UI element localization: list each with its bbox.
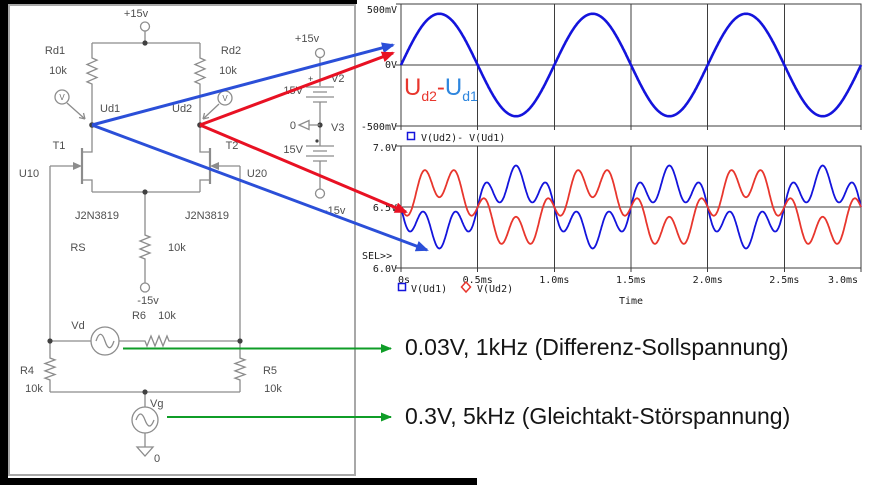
label-rd2: Rd2 <box>221 45 241 57</box>
arrow-ud1-to-bottom-plot <box>91 123 429 252</box>
x-tick-1ms: 1.0ms <box>539 275 569 286</box>
label-ud2: Ud2 <box>172 103 192 115</box>
trace-v-ud2-v-ud1- <box>399 12 863 118</box>
x-tick-1p5ms: 1.5ms <box>616 275 646 286</box>
resistor-r5 <box>233 355 247 383</box>
annotation-differential: 0.03V, 1kHz (Differenz-Sollspannung) <box>405 334 789 360</box>
arrow-ud2-to-top-plot <box>199 51 395 127</box>
x-tick-0p5ms: 0.5ms <box>463 275 493 286</box>
label-v3: V3 <box>331 122 344 134</box>
label-jfet2-model: J2N3819 <box>185 210 229 222</box>
label-r5-value: 10k <box>264 383 282 395</box>
label-r5: R5 <box>263 365 277 377</box>
schematic-frame <box>8 4 356 476</box>
y-tick-neg500mv: -500mV <box>361 122 397 133</box>
legend-vud2-label: V(Ud2) <box>477 284 513 295</box>
label-r4: R4 <box>20 365 34 377</box>
label-vd: Vd <box>71 320 84 332</box>
top-plot: 500mV 0V -500mV V(Ud2)- V(Ud1) <box>361 3 863 144</box>
legend-square-marker <box>406 131 416 141</box>
label-vg: Vg <box>150 398 163 410</box>
resistor-rd1 <box>85 55 99 87</box>
voltage-probe-ud1: V <box>54 89 86 120</box>
annotation-common-mode: 0.3V, 5kHz (Gleichtakt-Störspannung) <box>405 403 791 429</box>
label-r6-value: 10k <box>158 310 176 322</box>
pasted-image-edge-top <box>0 0 357 4</box>
minus-sign: - <box>436 74 445 101</box>
label-rd2-value: 10k <box>219 65 237 77</box>
resistor-r6 <box>142 334 172 348</box>
x-tick-0s: 0s <box>398 275 410 286</box>
label-u10: U10 <box>19 168 39 180</box>
t2-gate-arrow <box>210 162 219 170</box>
x-tick-3ms: 3.0ms <box>828 275 858 286</box>
label-rs: RS <box>70 242 85 254</box>
schematic-labels: +15v Rd1 10k Rd2 10k Ud1 Ud2 T1 T2 U10 U… <box>19 8 346 465</box>
trace-v-ud2- <box>400 169 862 245</box>
schematic-wires <box>43 21 247 457</box>
differential-voltage-label: Ud2-Ud1 <box>404 74 478 104</box>
pasted-image-edge-left <box>0 0 8 485</box>
arrow-ud2-to-bottom-plot <box>199 123 408 214</box>
y-tick-6p5v: 6.5V <box>373 203 397 214</box>
trace-source-arrows <box>91 42 429 422</box>
legend-square-marker <box>397 282 407 292</box>
label-supply-top: +15v <box>124 8 149 20</box>
legend-top-label: V(Ud2)- V(Ud1) <box>421 133 505 144</box>
sel-label: SEL>> <box>362 251 392 262</box>
probe-v-icon: V <box>59 93 65 102</box>
legend-diamond-marker <box>460 280 472 294</box>
legend-vud1-label: V(Ud1) <box>411 284 447 295</box>
label-jfet1-model: J2N3819 <box>75 210 119 222</box>
label-mid-supply-top: +15v <box>295 33 320 45</box>
arrow-ud1-to-top-plot <box>91 42 395 127</box>
label-r4-value: 10k <box>25 383 43 395</box>
pasted-image-edge-bottom <box>0 478 477 485</box>
x-axis-title: Time <box>619 296 643 307</box>
x-tick-2p5ms: 2.5ms <box>769 275 799 286</box>
label-u20: U20 <box>247 168 267 180</box>
resistor-r4 <box>43 355 57 383</box>
label-rs-supply: -15v <box>137 295 159 307</box>
bottom-plot: 7.0V 6.5V 6.0V SEL>> 0s 0.5ms 1.0ms 1.5m… <box>362 143 862 307</box>
y-tick-7v: 7.0V <box>373 143 397 154</box>
y-tick-6v: 6.0V <box>373 264 397 275</box>
t1-gate-arrow <box>73 162 82 170</box>
supply-column <box>297 47 334 199</box>
label-rs-value: 10k <box>168 242 186 254</box>
label-rd1-value: 10k <box>49 65 67 77</box>
term-ud2: Ud2 <box>404 74 437 104</box>
label-mid-zero: 0 <box>290 120 296 132</box>
probe-v-icon: V <box>222 94 228 103</box>
y-tick-500mv: 500mV <box>367 5 397 16</box>
label-v3-value: 15V <box>283 144 303 156</box>
term-ud1: Ud1 <box>444 74 478 104</box>
label-ud1: Ud1 <box>100 103 120 115</box>
resistor-rd2 <box>193 55 207 87</box>
label-v2-plus: + <box>308 74 313 84</box>
label-ground-zero: 0 <box>154 453 160 465</box>
label-t1: T1 <box>53 140 66 152</box>
label-rd1: Rd1 <box>45 45 65 57</box>
y-tick-0v: 0V <box>385 60 397 71</box>
resistor-rs <box>138 232 152 262</box>
x-tick-2ms: 2.0ms <box>693 275 723 286</box>
label-r6: R6 <box>132 310 146 322</box>
label-t2: T2 <box>226 140 239 152</box>
